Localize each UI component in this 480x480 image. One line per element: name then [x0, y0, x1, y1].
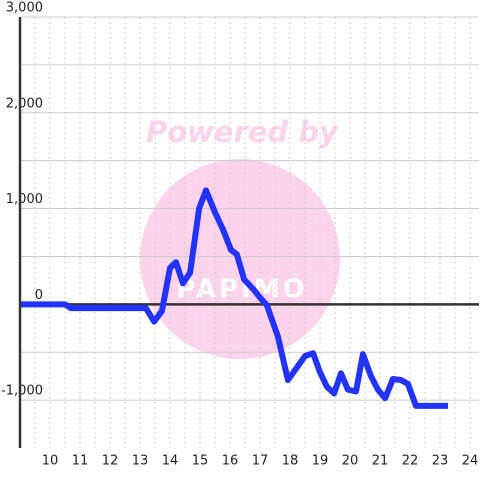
x-tick-label: 16 — [222, 454, 239, 469]
x-tick-label: 12 — [102, 454, 119, 469]
x-tick-label: 23 — [432, 454, 449, 469]
x-tick-label: 18 — [282, 454, 299, 469]
x-tick-label: 13 — [132, 454, 149, 469]
x-tick-label: 21 — [372, 454, 389, 469]
y-tick-label: 3,000 — [6, 1, 43, 16]
x-tick-label: 14 — [162, 454, 179, 469]
data-line — [20, 187, 449, 409]
x-tick-label: 19 — [312, 454, 329, 469]
watermark-text: Powered by — [146, 115, 339, 149]
x-tick-label: 17 — [252, 454, 269, 469]
x-tick-label: 15 — [192, 454, 209, 469]
x-tick-label: 20 — [342, 454, 359, 469]
x-tick-label: 24 — [462, 454, 479, 469]
y-tick-label: 0 — [35, 288, 43, 303]
logo-text: PAPIMO — [176, 275, 308, 305]
x-tick-label: 22 — [402, 454, 419, 469]
y-tick-label: 1,000 — [6, 192, 43, 207]
x-tick-label: 10 — [42, 454, 59, 469]
y-tick-label: 2,000 — [6, 96, 43, 111]
x-tick-label: 11 — [72, 454, 89, 469]
y-tick-label: -1,000 — [1, 384, 43, 399]
